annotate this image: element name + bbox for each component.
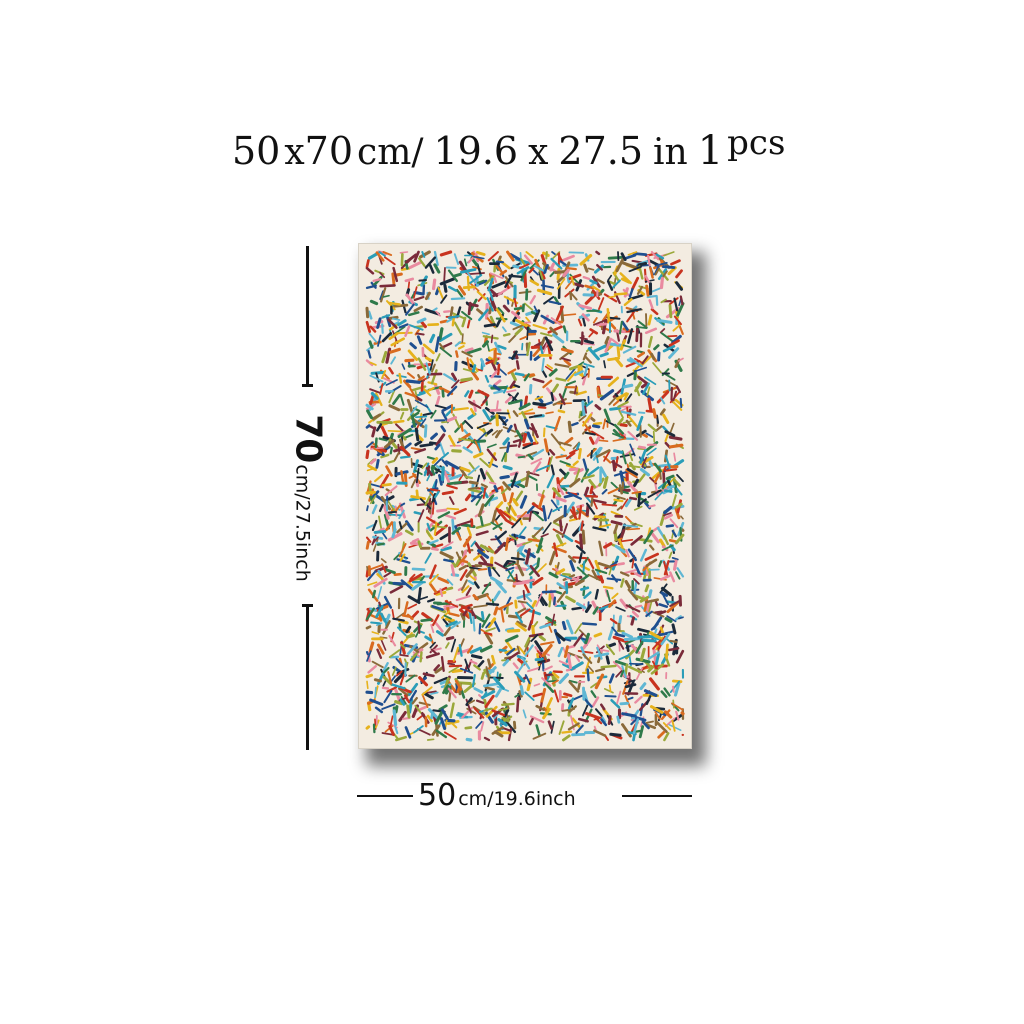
size-headline: 50 x 70 cm/ 19.6 x 27.5 in 1 pcs — [232, 123, 785, 174]
height-value: 70 — [287, 414, 329, 463]
width-unit: cm/19.6inch — [458, 788, 576, 810]
height-dimension-label: 70 cm/27.5inch — [288, 414, 329, 582]
headline-quantity: 1 — [697, 128, 724, 174]
width-dimension-line-left — [357, 795, 413, 797]
abstract-painting-icon — [359, 244, 691, 748]
artwork-canvas — [358, 243, 692, 749]
height-dimension-line-top — [306, 246, 309, 386]
width-dimension-label: 50 cm/19.6inch — [418, 778, 576, 813]
headline-height-cm: 70 — [304, 129, 354, 173]
headline-unit-cm: cm/ — [357, 132, 424, 173]
height-dimension-line-bottom — [306, 606, 309, 750]
height-unit: cm/27.5inch — [291, 464, 314, 582]
height-dimension-tick-bottom — [302, 604, 313, 607]
headline-width-cm: 50 — [232, 129, 281, 173]
width-value: 50 — [418, 778, 457, 813]
height-dimension-tick-top — [302, 384, 313, 387]
headline-times-2: x — [528, 132, 549, 173]
width-dimension-line-right — [622, 795, 692, 797]
headline-unit-in: in — [653, 132, 688, 173]
headline-times-1: x — [284, 132, 305, 173]
headline-height-in: 27.5 — [558, 129, 643, 173]
headline-width-in: 19.6 — [433, 129, 519, 173]
headline-quantity-unit: pcs — [727, 123, 786, 163]
